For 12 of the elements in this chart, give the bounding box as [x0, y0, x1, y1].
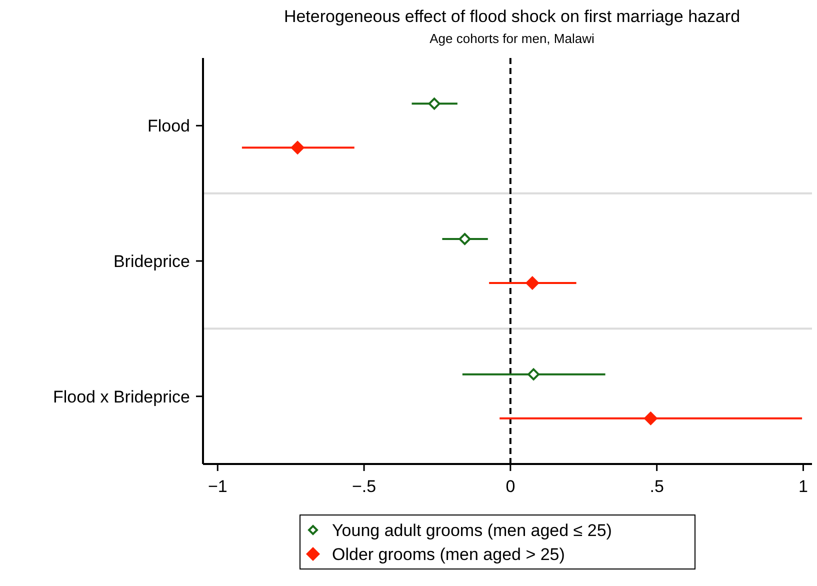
x-tick-label: 1: [798, 477, 808, 496]
y-tick-label: Flood: [147, 116, 190, 136]
x-tick-label: 0: [506, 477, 516, 496]
chart-subtitle: Age cohorts for men, Malawi: [430, 31, 594, 46]
x-tick-label: .5: [650, 477, 664, 496]
y-tick-label: Flood x Brideprice: [52, 387, 190, 406]
x-tick-label: −.5: [352, 477, 376, 496]
x-tick-label: −1: [208, 477, 228, 496]
legend-label: Older grooms (men aged > 25): [332, 544, 565, 564]
chart-title: Heterogeneous effect of flood shock on first marriage hazard: [284, 7, 740, 26]
y-tick-label: Brideprice: [113, 252, 190, 271]
legend-label: Young adult grooms (men aged ≤ 25): [332, 520, 612, 540]
